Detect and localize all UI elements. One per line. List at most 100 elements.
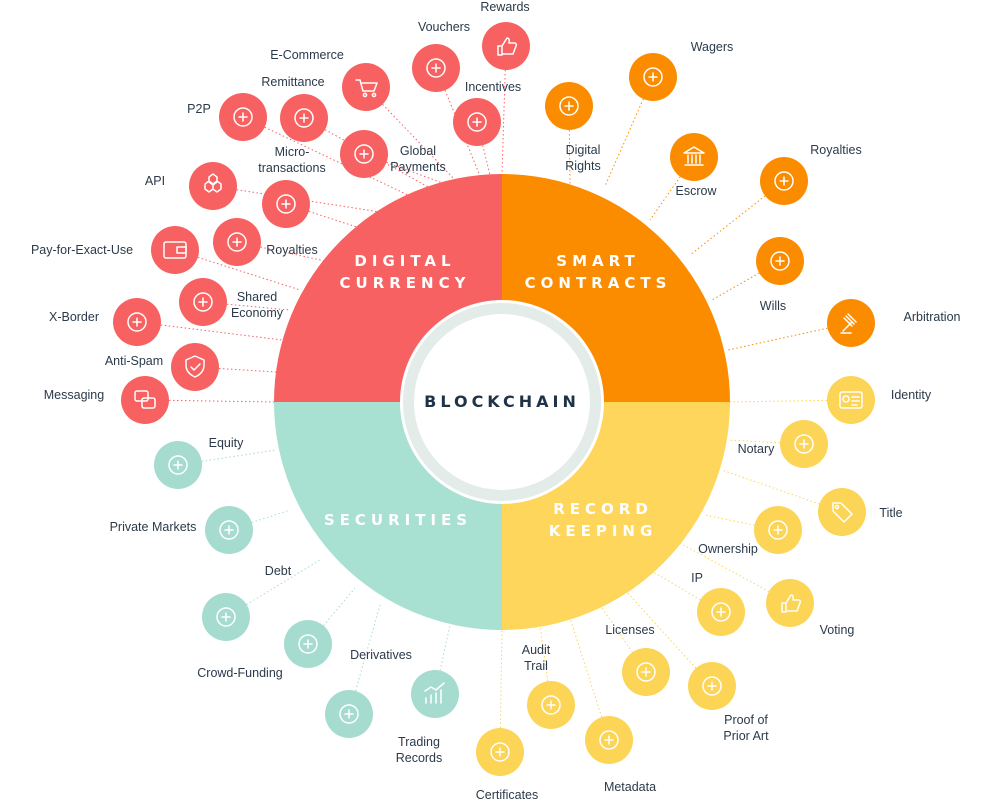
- connector-anti-spam: [194, 366, 277, 373]
- node-voting: [766, 579, 814, 627]
- node-circle: [411, 670, 459, 718]
- node-certificates: [476, 728, 524, 776]
- label-equity: Equity: [209, 436, 244, 450]
- peer-to-peer-icon: [233, 107, 253, 127]
- thumbs-up-down-icon: [781, 594, 802, 613]
- connector-licenses: [599, 604, 647, 673]
- label-remittance: Remittance: [261, 75, 324, 89]
- label-messaging: Messaging: [44, 388, 104, 402]
- label-title: Title: [879, 506, 902, 520]
- node-circle: [766, 579, 814, 627]
- label-anti-spam: Anti-Spam: [105, 354, 163, 368]
- label-pay-for-exact-use: Pay-for-Exact-Use: [31, 243, 133, 257]
- delivery-truck-icon: [294, 108, 314, 128]
- node-pay-for-exact-use: [151, 226, 199, 274]
- node-notary: [780, 420, 828, 468]
- bar-chart-trend-icon: [424, 682, 445, 704]
- node-circle: [342, 63, 390, 111]
- label-vouchers: Vouchers: [418, 20, 470, 34]
- connector-ip: [649, 569, 722, 613]
- bank-icon: [683, 146, 705, 166]
- node-crowd-funding: [202, 593, 250, 641]
- dollar-cycle-icon: [774, 171, 794, 191]
- cloud-lock-icon: [559, 96, 579, 116]
- node-audit-trail: [527, 681, 575, 729]
- node-circle: [121, 376, 169, 424]
- label-ip: IP: [691, 571, 703, 585]
- hand-coin-icon: [643, 67, 663, 87]
- node-escrow: [670, 133, 718, 181]
- connector-private-markets: [228, 509, 291, 531]
- node-royalties: [760, 157, 808, 205]
- segment-securities: SECURITIES: [274, 402, 502, 630]
- scroll-icon: [702, 676, 722, 696]
- globe-dollar-icon: [354, 144, 374, 164]
- label-shared-economy: Shared Economy: [231, 290, 284, 320]
- voucher-icon: [426, 58, 446, 78]
- dotted-arrows-icon: [127, 312, 147, 332]
- label-escrow: Escrow: [676, 184, 718, 198]
- label-rewards: Rewards: [480, 0, 529, 14]
- tag-icon: [832, 502, 853, 523]
- node-network-icon: [298, 634, 318, 654]
- wallet-icon: [163, 241, 187, 259]
- node-wagers: [629, 53, 677, 101]
- dollar-down-icon: [216, 607, 236, 627]
- label-private-markets: Private Markets: [110, 520, 197, 534]
- label-audit-trail: Audit Trail: [522, 643, 551, 673]
- node-incentives: [453, 98, 501, 146]
- label-ownership: Ownership: [698, 542, 758, 556]
- segment-label-line1: SECURITIES: [324, 511, 472, 529]
- application-nodes: [113, 22, 875, 776]
- label-wagers: Wagers: [691, 40, 734, 54]
- people-dollar-icon: [219, 520, 239, 540]
- network-dollar-icon: [227, 232, 247, 252]
- label-proof-of-prior-art: Proof of Prior Art: [723, 713, 769, 743]
- segment-label-line2: KEEPING: [549, 522, 658, 540]
- connector-messaging: [144, 399, 275, 403]
- segment-digital-currency: DIGITAL CURRENCY: [274, 174, 502, 402]
- connector-p2p: [242, 116, 411, 197]
- node-x-border: [113, 298, 161, 346]
- node-wills: [756, 237, 804, 285]
- segment-label-line1: RECORD: [553, 500, 653, 518]
- label-notary: Notary: [738, 442, 776, 456]
- node-vouchers: [412, 44, 460, 92]
- shopping-cart-icon: [355, 79, 378, 98]
- scales-icon: [794, 434, 814, 454]
- branch-arrows-icon: [339, 704, 359, 724]
- node-crowd-funding: [325, 690, 373, 738]
- magnifier-eye-icon: [541, 695, 561, 715]
- label-derivatives: Derivatives: [350, 648, 412, 662]
- node-anti-spam: [171, 343, 219, 391]
- center-hub: BLOCKCHAIN: [403, 303, 601, 501]
- money-bag-icon: [768, 520, 788, 540]
- node-e-commerce: [342, 63, 390, 111]
- center-disc: [414, 314, 590, 490]
- node-licenses: [622, 648, 670, 696]
- segment-label-line2: CONTRACTS: [525, 274, 672, 292]
- node-digital-rights: [545, 82, 593, 130]
- node-trading-records: [411, 670, 459, 718]
- label-identity: Identity: [891, 388, 932, 402]
- stacked-documents-icon: [636, 662, 656, 682]
- node-circle: [670, 133, 718, 181]
- id-card-icon: [839, 391, 863, 409]
- label-x-border: X-Border: [49, 310, 99, 324]
- balance-dollar-icon: [168, 455, 188, 475]
- exchange-arrows-icon: [276, 194, 296, 214]
- node-circle: [818, 488, 866, 536]
- node-title: [818, 488, 866, 536]
- label-crowd-funding: Crowd-Funding: [197, 666, 283, 680]
- segment-label-line1: SMART: [556, 252, 639, 270]
- node-private-markets: [205, 506, 253, 554]
- node-api: [189, 162, 237, 210]
- label-certificates: Certificates: [476, 788, 539, 802]
- node-rewards: [482, 22, 530, 70]
- label-incentives: Incentives: [465, 80, 521, 94]
- label-metadata: Metadata: [604, 780, 656, 794]
- segment-smart-contracts: SMART CONTRACTS: [502, 174, 730, 402]
- segment-label-line1: DIGITAL: [354, 252, 455, 270]
- label-e-commerce: E-Commerce: [270, 48, 344, 62]
